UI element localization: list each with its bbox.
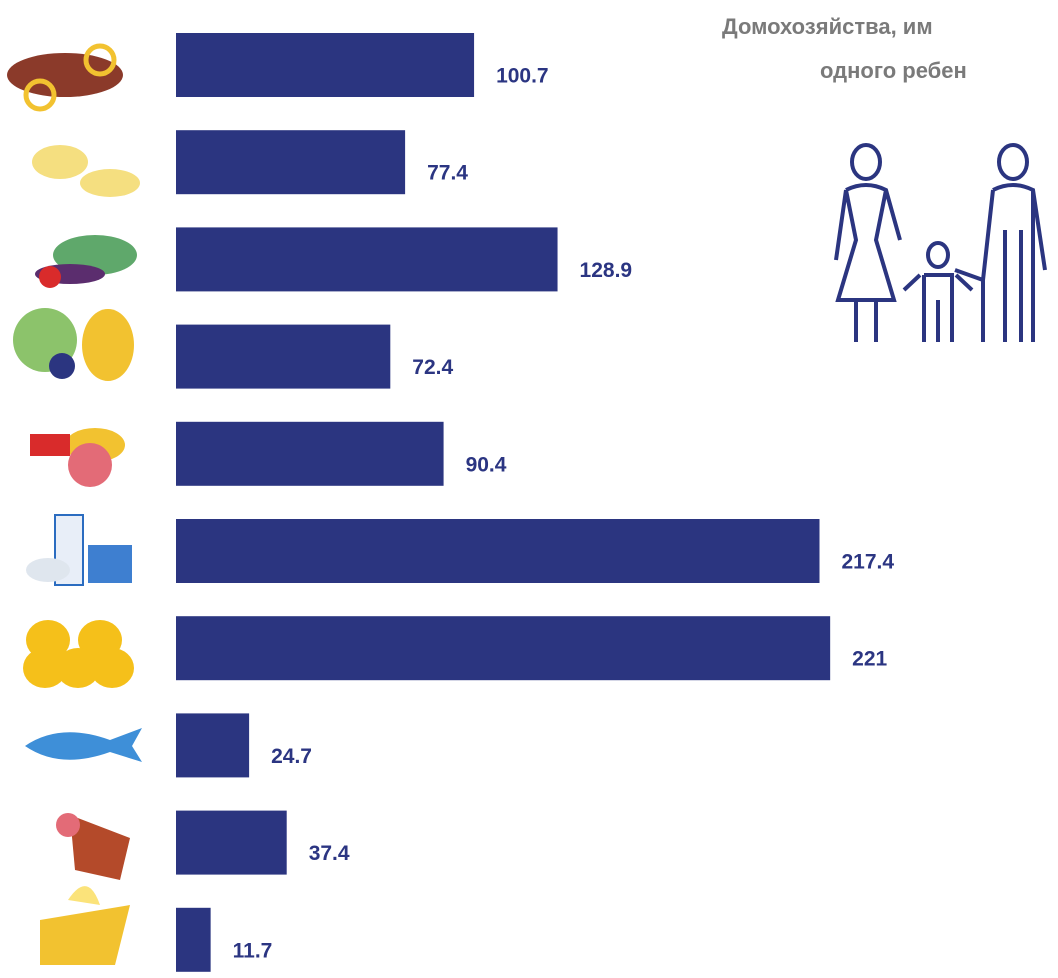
value-label: 100.7 bbox=[496, 65, 549, 88]
bar bbox=[176, 907, 211, 972]
title-line: одного ребен bbox=[820, 58, 967, 83]
value-label: 24.7 bbox=[271, 745, 312, 768]
bar bbox=[176, 33, 475, 97]
family-icon bbox=[834, 143, 1047, 342]
value-label: 90.4 bbox=[466, 453, 507, 476]
bar bbox=[176, 713, 250, 778]
bar bbox=[176, 324, 391, 389]
value-label: 77.4 bbox=[427, 162, 468, 185]
bar bbox=[176, 130, 406, 195]
bar bbox=[176, 616, 831, 681]
value-label: 37.4 bbox=[309, 842, 350, 865]
bar bbox=[176, 421, 444, 486]
value-label: 72.4 bbox=[412, 356, 453, 379]
bar bbox=[176, 519, 820, 583]
bar bbox=[176, 810, 287, 875]
title-line: Домохозяйства, им bbox=[722, 14, 933, 39]
value-label: 128.9 bbox=[580, 259, 633, 282]
value-label: 217.4 bbox=[842, 551, 895, 574]
food-icons bbox=[7, 43, 142, 965]
value-label: 11.7 bbox=[233, 939, 273, 962]
value-label: 221 bbox=[852, 648, 887, 671]
bar bbox=[176, 227, 558, 292]
